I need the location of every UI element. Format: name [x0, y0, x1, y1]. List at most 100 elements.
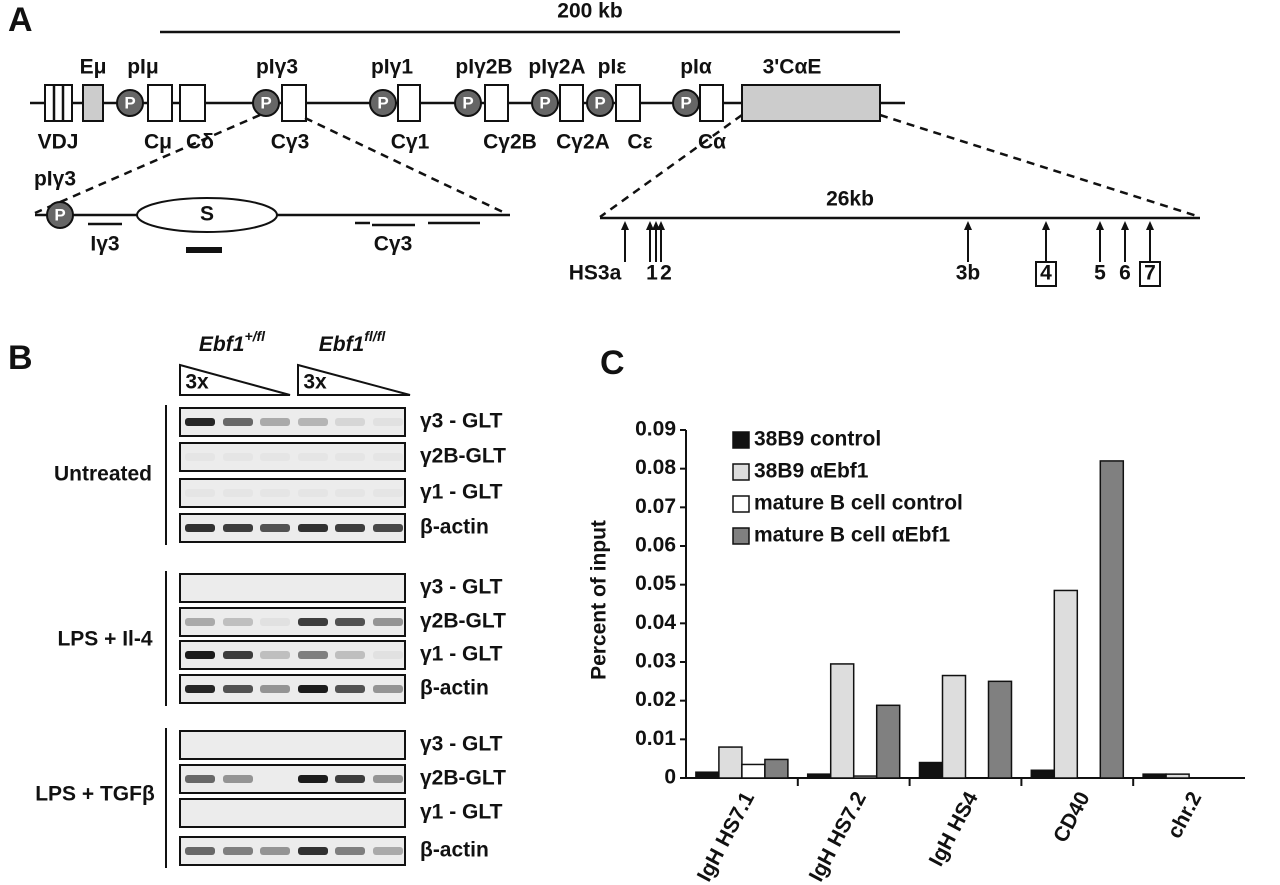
band [185, 524, 215, 532]
row-label: γ2B-GLT [420, 767, 506, 790]
site-label: 1 [646, 262, 658, 285]
row-label: γ3 - GLT [420, 576, 503, 599]
element-label: pIγ2B [455, 56, 512, 79]
zoom-line [879, 113, 1201, 219]
gel-strip [179, 442, 406, 472]
gel-strip [179, 478, 406, 508]
y-tick-label: 0 [664, 766, 676, 789]
band [335, 489, 365, 497]
legend-swatch [732, 463, 750, 481]
band [185, 847, 215, 855]
band [260, 685, 290, 693]
y-tick-label: 0.03 [635, 650, 676, 673]
vdj-box [44, 84, 73, 122]
x-tick-label: IgH HS4 [925, 788, 983, 870]
legend-label: mature B cell αEbf1 [754, 524, 950, 547]
bar [764, 758, 789, 779]
probe-bar [186, 247, 222, 253]
switch-region [136, 197, 278, 233]
genotype: Ebf1fl/fl [319, 328, 387, 356]
treatment-label: Untreated [54, 463, 152, 486]
y-tick-label: 0.08 [635, 456, 676, 479]
bar [829, 663, 855, 779]
gel-strip [179, 836, 406, 866]
band [335, 651, 365, 659]
band [373, 524, 403, 532]
promoter [116, 89, 144, 117]
row-label: γ1 - GLT [420, 481, 503, 504]
y-tick-label: 0.02 [635, 688, 676, 711]
legend-label: 38B9 αEbf1 [754, 460, 869, 483]
arrow-head [1146, 221, 1154, 230]
gel-strip [179, 798, 406, 828]
legend-swatch [732, 431, 750, 449]
band [373, 453, 403, 461]
band [223, 618, 253, 626]
band [335, 618, 365, 626]
probe-lines [88, 221, 480, 227]
gene: Ebf1 [199, 333, 245, 356]
band [373, 651, 403, 659]
band [223, 651, 253, 659]
panel-c: C Percent of input 0 0.01 0.02 0.03 0.04 0.05… [588, 344, 1245, 885]
band [260, 489, 290, 497]
dilution-label: 3x [303, 371, 327, 394]
band [223, 775, 253, 783]
band [185, 685, 215, 693]
band [260, 453, 290, 461]
band [260, 524, 290, 532]
arrow-head [964, 221, 972, 230]
bar [695, 771, 720, 779]
constant-box [281, 84, 307, 122]
y-axis-label: Percent of input [588, 520, 611, 680]
band [185, 489, 215, 497]
exon-label: Iγ3 [90, 233, 119, 256]
row-label: γ2B-GLT [420, 610, 506, 633]
bar [806, 773, 832, 779]
constant-box [484, 84, 509, 122]
y-tick-label: 0.09 [635, 418, 676, 441]
legend-swatch [732, 495, 750, 513]
arrow-head [1042, 221, 1050, 230]
promoter-label: P [462, 93, 473, 112]
legend-label: mature B cell control [754, 492, 963, 515]
gene-label: VDJ [38, 131, 79, 154]
promoter-label: P [124, 93, 135, 112]
band [335, 775, 365, 783]
arrow-head [1096, 221, 1104, 230]
constant-box [615, 84, 641, 122]
promoter [369, 89, 397, 117]
scale-label: 26kb [826, 188, 874, 211]
y-tick-label: 0.07 [635, 495, 676, 518]
row-label: β-actin [420, 839, 489, 862]
gene-label: Cδ [186, 131, 214, 154]
gene-label: Cμ [144, 131, 172, 154]
band [223, 418, 253, 426]
enhancer-box [82, 84, 104, 122]
element-label: pIγ3 [256, 56, 298, 79]
allele: fl/fl [364, 328, 386, 344]
zoom-line [599, 113, 743, 219]
promoter-label: P [594, 93, 605, 112]
gel-strip [179, 407, 406, 437]
gel-strip [179, 764, 406, 794]
gel-strip [179, 513, 406, 543]
constant-box [179, 84, 206, 122]
scale-label: 200 kb [557, 0, 622, 23]
band [260, 651, 290, 659]
panel-label: B [8, 339, 33, 377]
gene-label: Cα [698, 131, 726, 154]
element-label: pIγ1 [371, 56, 413, 79]
site-label: 6 [1119, 262, 1131, 285]
band [335, 847, 365, 855]
gene-label: Cγ2A [556, 131, 610, 154]
band [223, 524, 253, 532]
gene-label: Cγ3 [271, 131, 310, 154]
constant-box [559, 84, 584, 122]
panel-label: A [8, 1, 33, 39]
y-tick-label: 0.06 [635, 534, 676, 557]
band [185, 453, 215, 461]
gene-label: Cε [627, 131, 652, 154]
arrow-head [621, 221, 629, 230]
promoter-label: P [54, 205, 65, 224]
